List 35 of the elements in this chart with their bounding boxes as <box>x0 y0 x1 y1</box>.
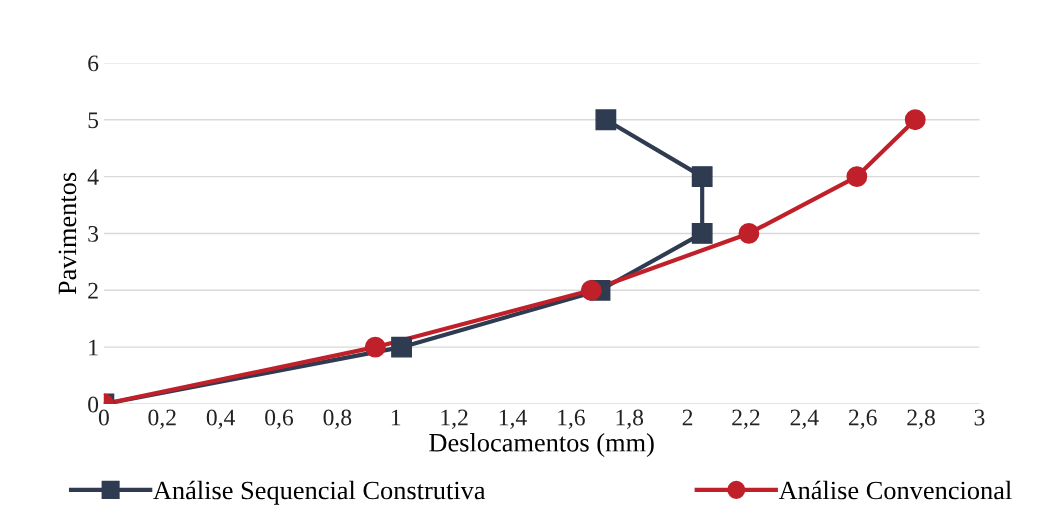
x-tick-label: 1,4 <box>499 409 527 429</box>
y-tick-label: 1 <box>89 339 98 356</box>
point <box>364 336 386 358</box>
x-tick-label: 2,4 <box>790 409 819 429</box>
point <box>595 109 617 131</box>
legend-label: Análise Convencional <box>778 480 1012 500</box>
point <box>846 166 868 188</box>
y-tick-label: 0 <box>88 396 99 413</box>
point <box>580 279 602 301</box>
point <box>738 223 760 244</box>
point <box>904 109 926 131</box>
y-tick-label: 6 <box>88 55 99 72</box>
x-tick-label: 0,8 <box>323 409 352 429</box>
x-tick-label: 0,6 <box>265 409 294 429</box>
x-tick-label: 0,4 <box>206 409 236 429</box>
x-tick-label: 2,6 <box>848 409 877 429</box>
x-tick-label: 3 <box>974 409 985 426</box>
x-tick-label: 1 <box>391 409 401 426</box>
x-tick-label: 0,2 <box>148 409 176 429</box>
x-tick-label: 1,8 <box>616 409 644 429</box>
legend-label: Análise Sequencial Construtiva <box>153 480 486 505</box>
point <box>691 166 713 188</box>
y-tick-label: 2 <box>88 282 98 299</box>
x-tick-label: 1,2 <box>441 409 468 429</box>
y-tick-label: 4 <box>87 169 99 185</box>
x-axis-title: Deslocamentos (mm) <box>429 433 654 457</box>
y-tick-label: 5 <box>88 112 99 129</box>
x-tick-label: 2,8 <box>907 409 935 429</box>
y-axis-title: Pavimentos <box>58 172 77 295</box>
point <box>391 336 412 358</box>
x-tick-label: 2 <box>682 409 693 426</box>
point <box>691 223 713 244</box>
x-tick-label: 1,6 <box>558 409 585 429</box>
y-tick-label: 3 <box>88 226 99 242</box>
x-tick-label: 2,2 <box>732 409 760 429</box>
